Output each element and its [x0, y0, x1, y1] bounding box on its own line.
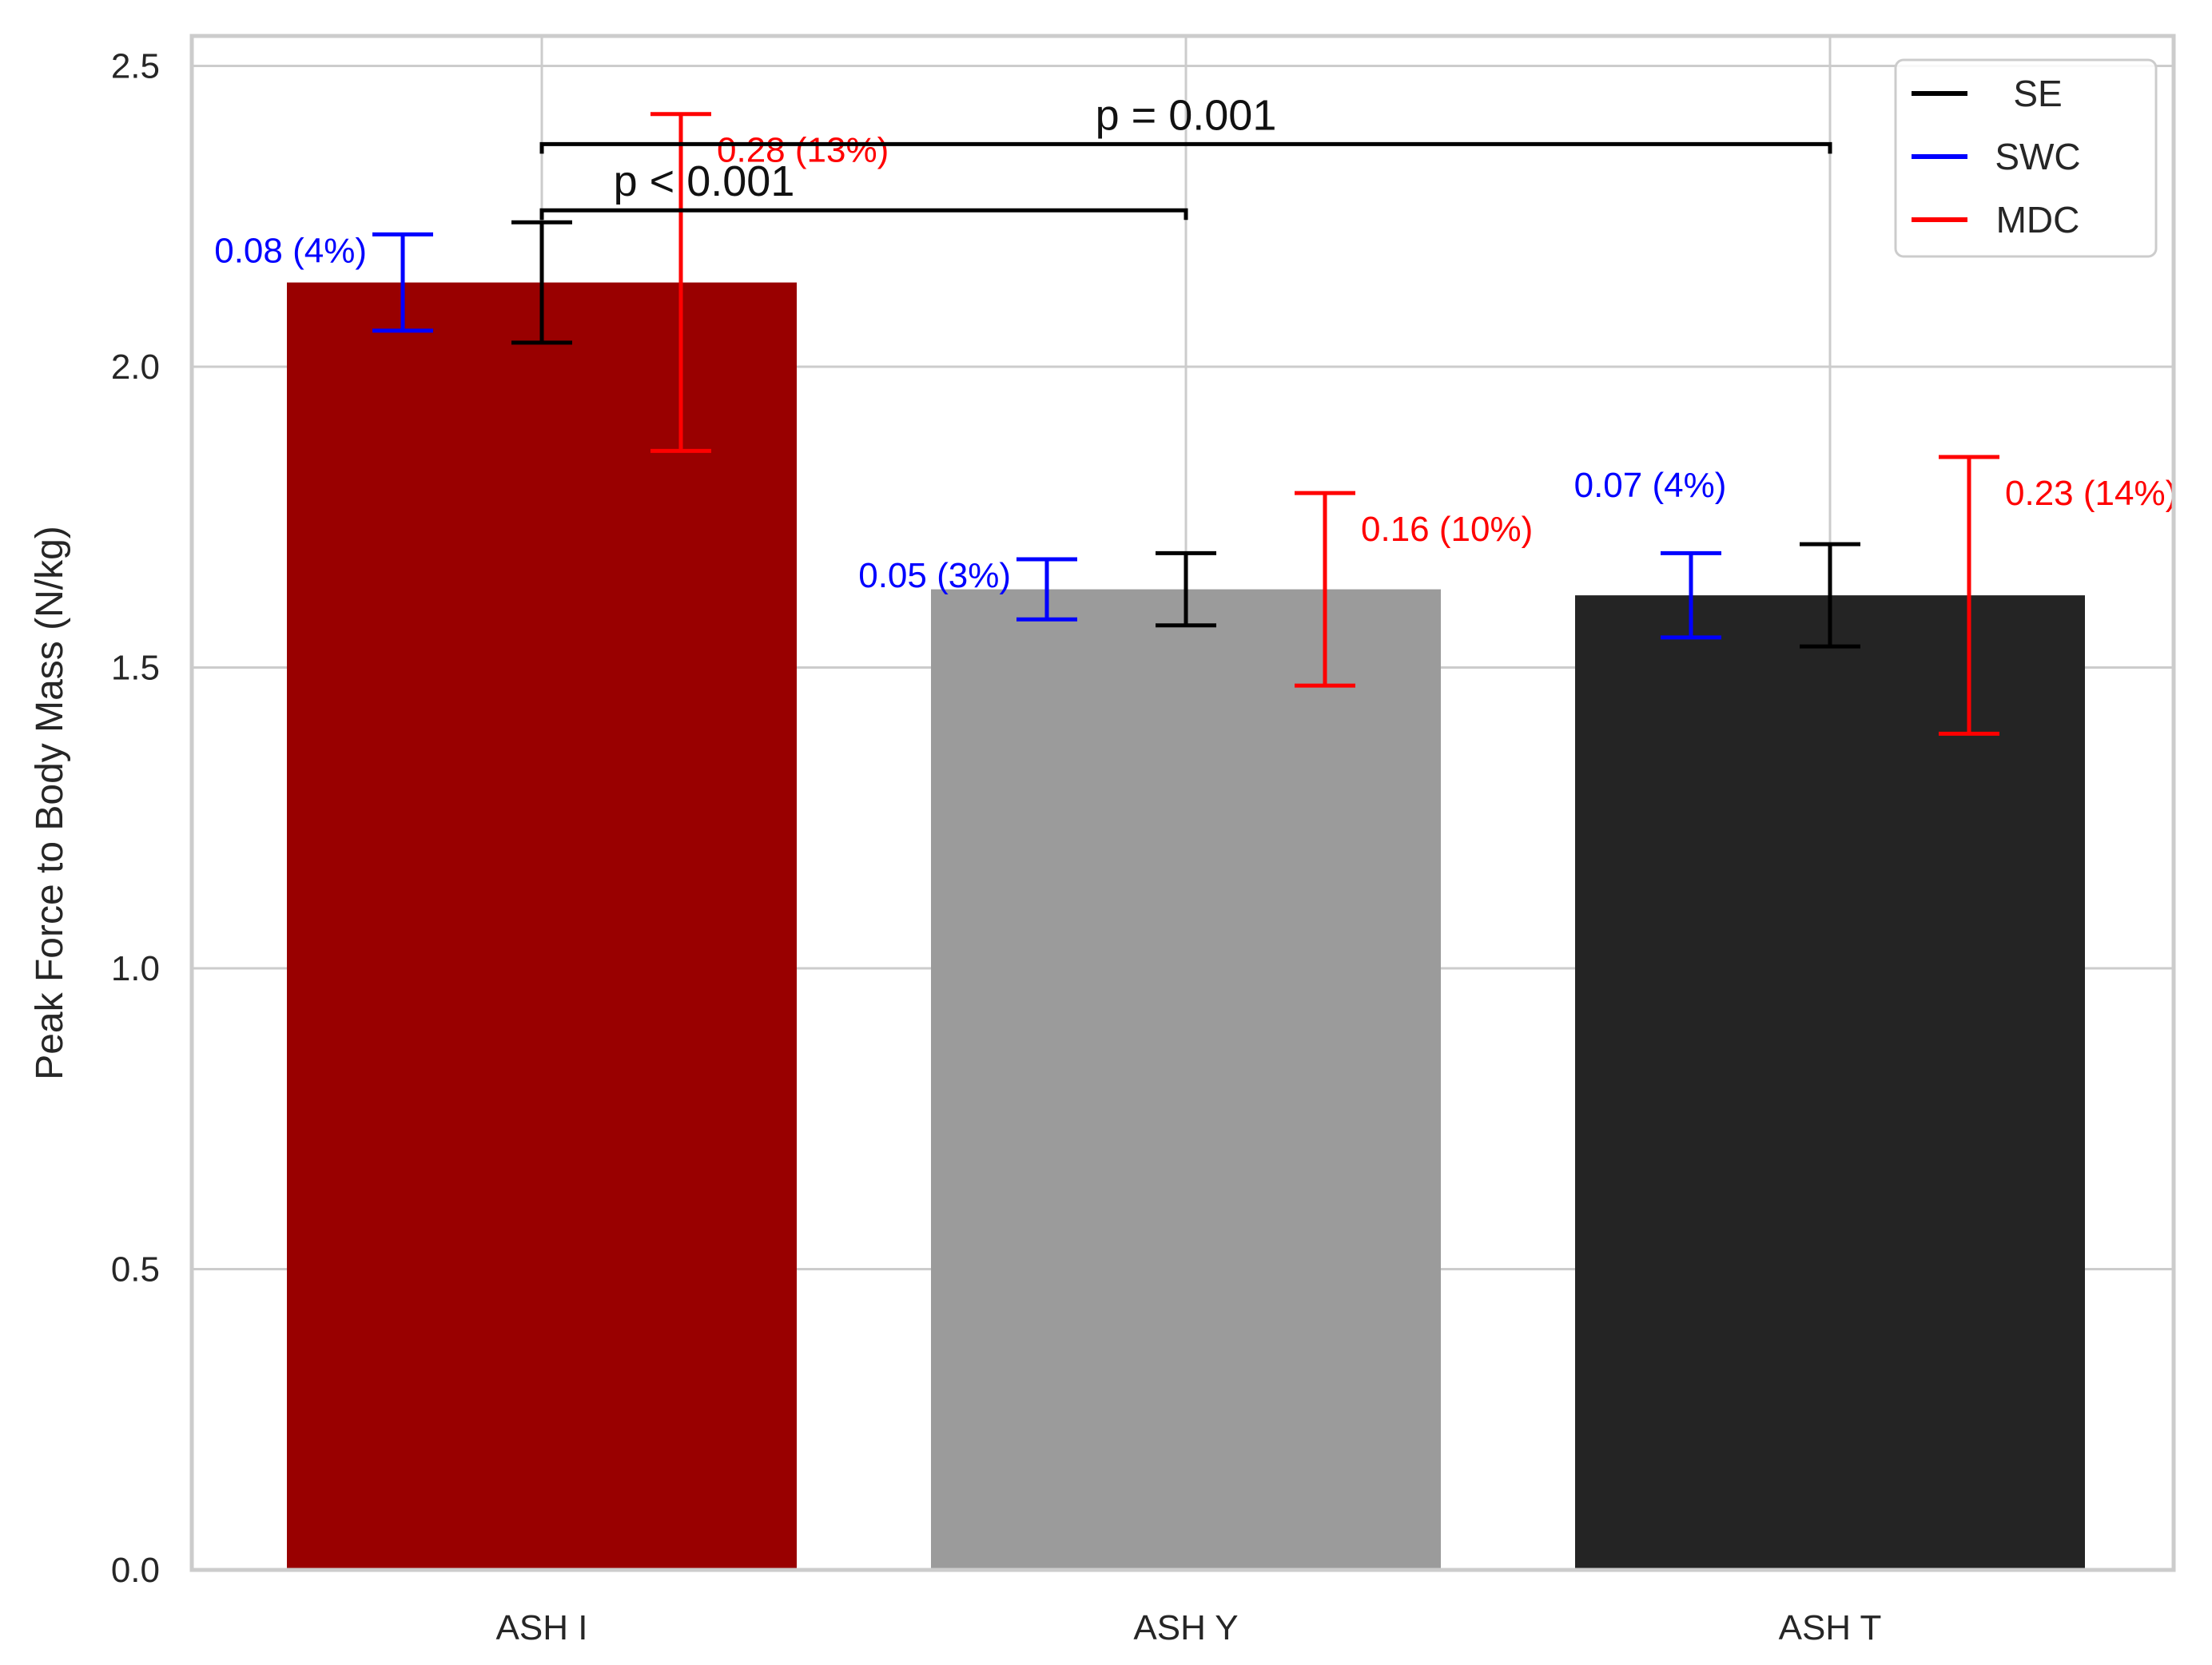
- significance-line: [539, 141, 1832, 154]
- significance-label: p < 0.001: [614, 157, 795, 205]
- legend-box: [1894, 58, 2158, 258]
- y-tick-label: 1.0: [111, 949, 160, 988]
- x-tick-label: ASH T: [1779, 1608, 1882, 1647]
- se-error-bar: [511, 220, 572, 345]
- error-annotations: 0.08 (4%) 0.05 (3%) 0.07 (4%) 0.28 (13%) 0.1…: [214, 131, 2177, 595]
- swc-annotation: 0.08 (4%): [214, 231, 367, 270]
- se-error-bar: [1800, 542, 1860, 649]
- mdc-annotation: 0.28 (13%): [717, 131, 889, 170]
- bar-ash-y: [931, 589, 1441, 1570]
- legend-label-mdc: MDC: [1996, 199, 2080, 240]
- y-tick-label: 0.5: [111, 1250, 160, 1289]
- error-bars: [372, 112, 1999, 736]
- y-axis-label: Peak Force to Body Mass (N/kg): [29, 526, 71, 1080]
- legend-label-swc: SWC: [1995, 136, 2080, 177]
- axis-ticks: 0.0 0.5 1.0 1.5 2.0 2.5 ASH I ASH Y ASH T: [111, 47, 1882, 1648]
- significance-bracket: p = 0.001: [539, 91, 1832, 154]
- x-tick-label: ASH Y: [1133, 1608, 1238, 1647]
- bars: [287, 282, 2085, 1571]
- significance-brackets: p < 0.001 p = 0.001: [539, 91, 1832, 221]
- mdc-error-bar: [650, 112, 711, 453]
- y-tick-label: 1.5: [111, 649, 160, 688]
- legend: SE SWC MDC: [1894, 58, 2158, 258]
- bar-ash-t: [1575, 595, 2085, 1570]
- mdc-error-bar: [1939, 455, 1999, 736]
- swc-annotation: 0.07 (4%): [1574, 466, 1727, 505]
- swc-error-bar: [1016, 557, 1077, 622]
- swc-error-bar: [1661, 550, 1721, 640]
- significance-bracket: p < 0.001: [539, 157, 1188, 221]
- y-tick-label: 2.0: [111, 348, 160, 387]
- mdc-error-bar: [1295, 491, 1355, 688]
- swc-annotation: 0.05 (3%): [858, 556, 1011, 595]
- x-tick-label: ASH I: [496, 1608, 588, 1647]
- y-tick-label: 0.0: [111, 1551, 160, 1590]
- bar-ash-i: [287, 282, 797, 1571]
- se-error-bar: [1156, 550, 1216, 628]
- plot-frame: [189, 34, 2176, 1572]
- significance-label: p = 0.001: [1096, 91, 1277, 139]
- mdc-annotation: 0.16 (10%): [1361, 510, 1533, 549]
- legend-label-se: SE: [2013, 73, 2062, 114]
- mdc-annotation: 0.23 (14%): [2005, 474, 2177, 513]
- y-tick-label: 2.5: [111, 47, 160, 86]
- swc-error-bar: [372, 232, 433, 333]
- significance-line: [539, 208, 1188, 221]
